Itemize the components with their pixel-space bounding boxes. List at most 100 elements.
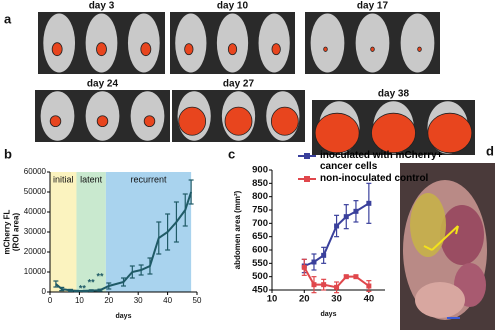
annotation: ** — [96, 271, 104, 281]
panel-label: a — [4, 11, 12, 26]
mouse — [216, 13, 249, 73]
error-bar — [73, 289, 79, 293]
signal — [143, 115, 156, 128]
y-tick-label: 500 — [252, 271, 268, 282]
x-tick-label: 40 — [163, 296, 172, 305]
signal — [140, 42, 152, 57]
legend-entry: non-inoculated control — [298, 173, 448, 184]
y-tick-label: 450 — [252, 285, 268, 296]
error-bar — [88, 289, 94, 292]
signal — [227, 43, 238, 56]
error-bar — [129, 265, 135, 279]
region-label: latent — [80, 174, 103, 184]
imaging-tile — [312, 100, 475, 155]
legend-label: non-inoculated control — [320, 173, 429, 184]
y-axis-label: mCherry FL — [3, 209, 12, 254]
y-tick-label: 20000 — [24, 247, 47, 256]
point — [311, 282, 317, 288]
signal — [323, 46, 328, 52]
shaded-region — [76, 172, 106, 292]
imaging-tile — [172, 90, 305, 142]
error-bar — [68, 288, 74, 292]
error-bar — [82, 289, 88, 293]
day-label: day 27 — [223, 79, 255, 90]
imaging-tile — [35, 90, 170, 142]
error-bar — [156, 221, 162, 255]
signal — [427, 112, 473, 154]
signal — [178, 106, 207, 136]
point — [301, 264, 307, 270]
x-tick-label: 10 — [267, 294, 278, 305]
photo-d — [400, 163, 495, 330]
legend-entry: inoculated with mCherry+ cancer cells — [298, 150, 448, 172]
x-tick-label: 20 — [299, 294, 310, 305]
day-label: day 10 — [217, 1, 249, 12]
legend-marker — [304, 176, 310, 182]
shaded-region — [50, 172, 77, 292]
error-bar — [182, 193, 188, 227]
y-tick-label: 550 — [252, 258, 268, 269]
x-tick-label: 0 — [48, 296, 53, 305]
y-tick-label: 10000 — [24, 267, 47, 276]
y-tick-label: 600 — [252, 245, 268, 256]
point — [334, 223, 340, 229]
y-tick-label: 30000 — [24, 227, 47, 236]
signal — [270, 106, 299, 136]
y-tick-label: 60000 — [24, 167, 47, 176]
mouse — [310, 13, 345, 73]
error-bar — [147, 257, 153, 275]
x-tick-label: 50 — [193, 296, 202, 305]
x-tick-label: 20 — [104, 296, 113, 305]
annotation: ** — [88, 277, 96, 287]
y-tick-label: 0 — [42, 287, 47, 296]
y-tick-label: 900 — [252, 165, 268, 176]
point — [353, 274, 359, 280]
day-label: day 3 — [89, 1, 115, 12]
signal — [314, 112, 360, 154]
day-label: day 17 — [357, 1, 389, 12]
signal — [96, 115, 109, 128]
point — [321, 282, 327, 288]
error-bar — [165, 213, 171, 251]
point — [366, 283, 372, 289]
x-axis-label: days — [116, 313, 132, 320]
y-tick-label: 40000 — [24, 207, 47, 216]
signal — [184, 43, 194, 56]
signal — [417, 46, 422, 52]
imaging-tile — [305, 12, 440, 74]
y-tick-label: 50000 — [24, 187, 47, 196]
y-axis-label: (ROI area) — [12, 213, 21, 252]
annotation: ** — [79, 283, 87, 293]
x-tick-label: 40 — [364, 294, 375, 305]
mouse — [355, 13, 390, 73]
legend-marker — [304, 153, 310, 159]
x-tick-label: 10 — [75, 296, 84, 305]
x-tick-label: 30 — [331, 294, 342, 305]
x-axis-label: days — [321, 311, 337, 318]
y-tick-label: 700 — [252, 218, 268, 229]
legend-label: inoculated with mCherry+ cancer cells — [320, 150, 443, 172]
signal — [49, 115, 62, 128]
x-tick-label: 30 — [134, 296, 143, 305]
signal — [224, 106, 253, 136]
error-bar — [188, 179, 194, 205]
signal — [51, 42, 63, 57]
panel-label: c — [228, 146, 235, 161]
panel-label: b — [4, 146, 12, 161]
signal — [371, 112, 416, 154]
mouse — [258, 13, 290, 73]
error-bar — [53, 280, 59, 288]
y-axis-label: abdomen area (mm²) — [233, 190, 242, 269]
error-bar — [59, 286, 65, 292]
error-bar — [173, 201, 179, 243]
mouse — [400, 13, 435, 73]
error-bar — [138, 264, 144, 276]
y-tick-label: 850 — [252, 178, 268, 189]
point — [321, 252, 327, 258]
day-label: day 24 — [87, 79, 119, 90]
region-label: initial — [53, 174, 74, 184]
point — [311, 259, 317, 265]
point — [353, 208, 359, 214]
